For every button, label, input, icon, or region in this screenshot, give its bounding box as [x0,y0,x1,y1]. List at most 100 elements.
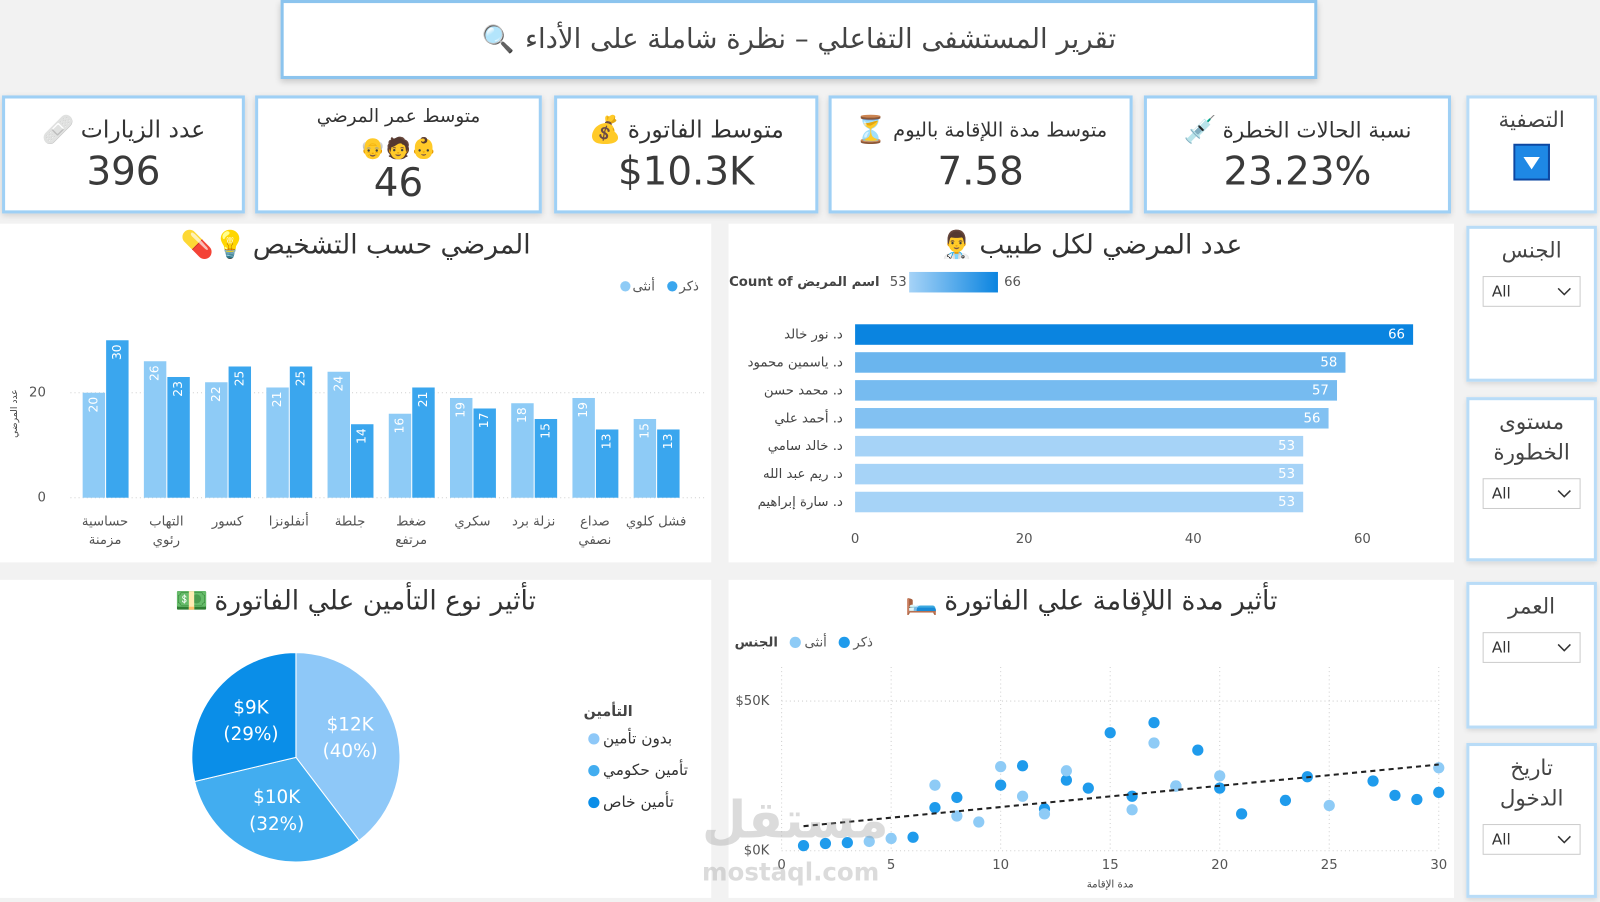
scatter-point [1279,794,1292,807]
scatter-point [1060,774,1072,786]
scatter-point [929,801,941,814]
scatter-point [1192,744,1204,756]
slice-amount: $12K [327,714,375,735]
bar [657,429,680,498]
kpi-icon: 💰 [588,114,622,146]
scatter-point [1016,790,1029,802]
diagnosis-chart: 0 20 عدد المرضي ذكر أنثى 30 20 23 26 25 22 25 21 14 24… [0,223,712,563]
chart-title: عدد المرضي لكل طبيب 👨‍⚕️ [729,230,1455,261]
header-title: تقرير المستشفى التفاعلي – نظرة شاملة على… [525,23,1117,56]
bar [205,382,228,498]
slice-percent: (32%) [249,814,304,835]
kpi-value: 46 [373,159,424,205]
chart: $12K (40%) $10K (32%) $9K (29%) التأمين بدون تأ… [191,652,688,863]
bar [855,380,1338,401]
legend-min: 53 [890,275,907,290]
kpi-label: متوسط عمر المرضي 👶🧑👴 [307,104,491,159]
chart: 0 20 عدد المرضي ذكر أنثى 30 20 23 26 25 22 25 21 14 24… [9,277,705,506]
x-tick-label: 0 [851,532,859,547]
legend-marker [620,281,631,292]
data-label: 20 [86,397,100,413]
legend-label: ذكر [852,635,873,650]
slice-percent: (40%) [323,741,378,762]
slice-amount: $10K [253,787,301,808]
x-tick-label: صداع نصفي [578,514,612,548]
legend-label: ذكر [678,279,699,294]
data-label: 56 [1304,411,1321,426]
data-label: 19 [576,402,590,418]
scatter-point [1236,808,1248,820]
scatter-point [1126,790,1138,802]
data-label: 25 [232,371,246,387]
chart-title-text: تأثير مدة اللإقامة علي الفاتورة [944,585,1278,617]
data-label: 21 [416,392,430,408]
bar [388,413,412,498]
x-tick-label: 15 [1102,858,1119,873]
bar [412,387,435,498]
bar [855,435,1304,457]
y-tick-label: 20 [29,386,46,401]
legend-marker [667,281,678,292]
scatter-point [1038,808,1051,820]
legend-label: تأمين خاص [603,791,674,811]
data-label: 25 [294,371,308,387]
kpi-label: متوسط الفاتورة 💰 [589,115,784,144]
kpi-value: 396 [86,148,161,194]
legend-marker [588,796,600,809]
x-tick-label: جلطة [334,514,366,530]
slice-percent: (29%) [223,724,278,745]
chart-title: تأثير مدة اللإقامة علي الفاتورة 🛏️ [729,586,1455,617]
scatter-point [951,810,963,822]
slicer-title: الجنس [1501,238,1562,263]
bar [228,366,252,498]
pie-slice [194,756,360,863]
x-tick-label: حساسية مزمنة [81,514,129,548]
slicer-title: العمر [1508,594,1556,619]
data-label: 53 [1278,467,1295,482]
legend-label: بدون تأمين [603,727,672,747]
scatter-point [1411,793,1423,806]
scatter-point [995,760,1007,773]
scatter-point [1016,760,1029,772]
chart: Count of اسم المريض 53 66 0 20 40 60 د. نور خال… [729,271,1414,547]
bar [351,424,374,498]
chevron [1557,835,1571,844]
x-tick-label: نزلة برد [512,514,556,530]
x-tick-label: ضغط مرتفع [395,514,428,548]
legend-label: أنثى [633,277,655,294]
scatter-point [863,835,875,848]
kpi-label: متوسط مدة اللإقامة باليوم ⏳ [854,115,1107,144]
legend-label: تأمين حكومي [603,759,688,780]
slicer-dropdown[interactable]: All [1482,632,1581,663]
doctor-chart: Count of اسم المريض 53 66 0 20 40 60 د. نور خال… [728,223,1455,563]
kpi-label-text: متوسط الفاتورة [627,116,784,144]
data-label: 15 [637,423,651,439]
x-axis-title: مدة الإقامة [1087,880,1134,891]
y-tick-label: 0 [37,491,45,506]
slicer-dropdown[interactable]: All [1482,276,1581,307]
scatter-point [907,831,919,843]
bar [473,408,496,498]
y-axis-title: عدد المرضي [9,389,20,438]
bar [82,392,106,498]
y-tick-label: د. خالد سامي [768,439,843,454]
filter-title: التصفية [1498,107,1565,133]
bar [855,463,1304,485]
data-label: 24 [331,376,345,392]
filter-button[interactable] [1513,143,1550,181]
y-tick-label: د. محمد حسن [764,383,843,398]
slicer: العمر All [1466,581,1597,729]
slicer-dropdown[interactable]: All [1482,824,1581,855]
x-tick-label: أنفلونزا [268,514,309,530]
chart: 0 5 10 15 20 25 30 $0K $50K مدة الإقامة الجنس أنثى ذ… [735,633,1448,891]
bar [572,397,595,498]
data-label: 53 [1278,495,1295,510]
y-tick-label: د. ياسمين محمود [748,355,843,370]
bar [327,371,350,498]
slicer-dropdown[interactable]: All [1482,478,1581,509]
scatter-point [841,836,853,849]
data-label: 66 [1388,328,1405,343]
legend-marker [789,636,801,649]
data-label: 16 [393,418,407,434]
y-tick-label: د. سارة إبراهيم [758,495,843,510]
